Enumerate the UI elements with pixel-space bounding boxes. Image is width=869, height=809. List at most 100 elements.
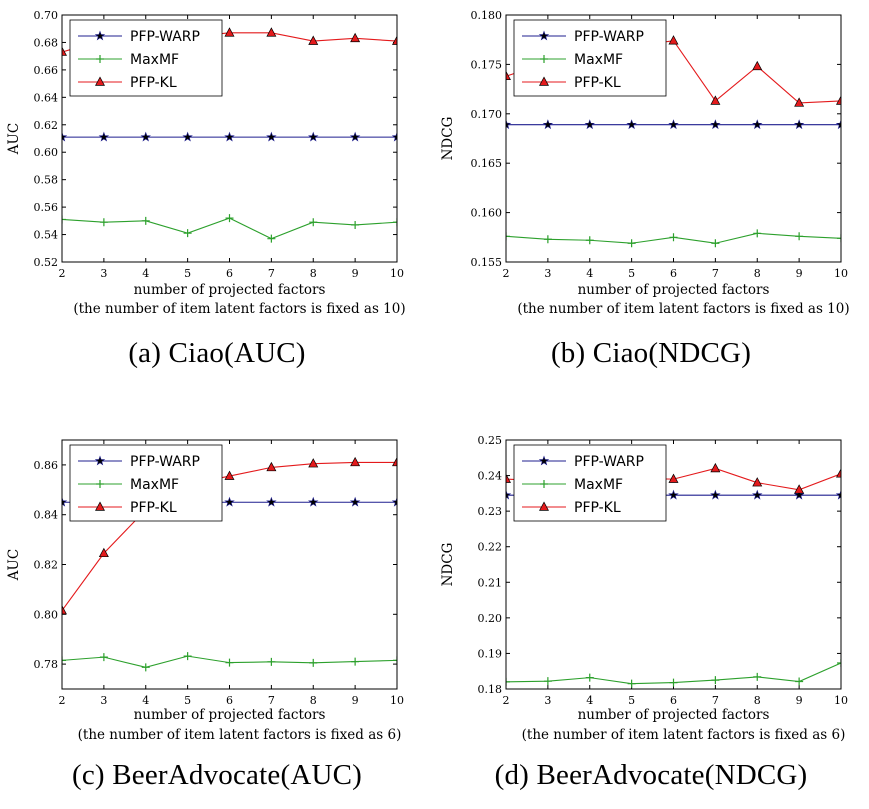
legend-marker bbox=[538, 455, 550, 466]
x-tick-label: 4 bbox=[142, 694, 149, 707]
chart-c-caption: (c) BeerAdvocate(AUC) bbox=[71, 759, 363, 791]
legend-label: PFP-WARP bbox=[130, 454, 200, 470]
data-point-pfp-warp bbox=[349, 496, 361, 507]
data-point-pfp-kl bbox=[224, 27, 235, 37]
x-tick-label: 6 bbox=[226, 267, 233, 280]
data-point-pfp-warp bbox=[266, 496, 277, 507]
y-tick-label: 0.18 bbox=[478, 683, 503, 696]
legend-label: PFP-KL bbox=[130, 75, 177, 91]
data-point-maxmf bbox=[267, 234, 276, 243]
y-tick-label: 0.23 bbox=[478, 505, 503, 518]
legend-marker bbox=[539, 76, 549, 86]
chart-b-frame bbox=[505, 14, 842, 263]
data-point-pfp-warp bbox=[668, 119, 679, 130]
data-point-pfp-warp bbox=[668, 489, 679, 500]
data-point-maxmf bbox=[669, 678, 678, 687]
data-point-pfp-kl bbox=[308, 35, 319, 45]
y-tick-label: 0.180 bbox=[471, 9, 503, 22]
y-tick-label: 0.175 bbox=[471, 58, 503, 71]
data-point-pfp-kl bbox=[506, 473, 511, 483]
y-tick-label: 0.21 bbox=[478, 576, 503, 589]
data-point-pfp-kl bbox=[266, 461, 277, 472]
data-point-maxmf bbox=[795, 232, 804, 241]
chart-a-svg: 0.52 0.54 0.56 0.58 0.60 0.62 0.64 0.66 0.68 0.70… bbox=[6, 9, 406, 317]
data-point-maxmf bbox=[753, 229, 762, 238]
data-point-pfp-kl bbox=[62, 46, 67, 56]
y-tick-label: 0.82 bbox=[34, 559, 59, 572]
x-tick-label: 9 bbox=[352, 694, 359, 707]
data-point-maxmf bbox=[99, 218, 108, 227]
data-point-maxmf bbox=[225, 658, 234, 667]
data-point-pfp-kl bbox=[710, 95, 721, 105]
data-point-pfp-warp bbox=[266, 131, 277, 142]
x-tick-label: 8 bbox=[310, 694, 317, 707]
data-point-pfp-warp bbox=[224, 131, 235, 142]
y-tick-label: 0.19 bbox=[478, 647, 503, 660]
legend-label: MaxMF bbox=[130, 52, 179, 68]
x-axis-note: (the number of item latent factors is fi… bbox=[522, 727, 846, 743]
x-tick-label: 2 bbox=[59, 267, 66, 280]
data-point-pfp-kl bbox=[350, 456, 361, 467]
chart-c-ticks: 0.78 0.80 0.82 0.84 0.86 2 3 4 5 6 7 8 9 10 bbox=[34, 440, 404, 707]
legend-box bbox=[513, 19, 667, 97]
x-tick-label: 6 bbox=[226, 694, 233, 707]
x-tick-label: 2 bbox=[503, 694, 510, 707]
y-tick-label: 0.78 bbox=[34, 658, 59, 671]
legend-label: MaxMF bbox=[574, 477, 623, 493]
legend-marker bbox=[95, 501, 105, 511]
data-point-maxmf bbox=[141, 663, 150, 672]
data-point-maxmf bbox=[506, 232, 510, 241]
legend-marker bbox=[540, 55, 548, 63]
data-point-maxmf bbox=[837, 659, 841, 668]
x-tick-label: 7 bbox=[268, 694, 275, 707]
data-point-pfp-warp bbox=[793, 119, 805, 130]
data-point-maxmf bbox=[711, 676, 720, 685]
y-tick-label: 0.25 bbox=[478, 434, 503, 447]
x-axis-label: number of projected factors bbox=[134, 282, 326, 298]
data-point-pfp-kl bbox=[794, 97, 805, 107]
legend-marker bbox=[96, 55, 104, 63]
data-point-maxmf bbox=[62, 215, 66, 224]
y-tick-label: 0.58 bbox=[34, 174, 59, 187]
x-tick-label: 7 bbox=[712, 694, 719, 707]
x-tick-label: 5 bbox=[628, 694, 635, 707]
data-point-pfp-warp bbox=[835, 489, 841, 500]
y-tick-label: 0.86 bbox=[34, 459, 59, 472]
data-point-pfp-kl bbox=[836, 95, 841, 105]
legend-marker bbox=[94, 30, 106, 41]
x-tick-label: 4 bbox=[586, 267, 593, 280]
chart-d-svg: 0.18 0.19 0.20 0.21 0.22 0.23 0.24 0.25 2 3 4 5 6 7 8 9… bbox=[440, 434, 848, 743]
x-tick-label: 8 bbox=[310, 267, 317, 280]
data-point-pfp-warp bbox=[62, 131, 68, 142]
legend-label: PFP-WARP bbox=[574, 454, 644, 470]
data-point-pfp-warp bbox=[752, 489, 763, 500]
data-point-pfp-warp bbox=[391, 496, 397, 507]
chart-b-legend: PFP-WARP MaxMF PFP-KL bbox=[513, 19, 667, 97]
data-point-pfp-kl bbox=[392, 35, 397, 45]
chart-panel-a: 0.52 0.54 0.56 0.58 0.60 0.62 0.64 0.66 0.68 0.70… bbox=[0, 0, 434, 404]
data-point-maxmf bbox=[506, 677, 510, 686]
x-tick-label: 2 bbox=[503, 267, 510, 280]
x-tick-label: 7 bbox=[712, 267, 719, 280]
chart-b-svg: 0.155 0.160 0.165 0.170 0.175 0.180 2 3 4 5 6 7 8 9 10… bbox=[440, 9, 850, 317]
data-point-maxmf bbox=[753, 672, 762, 681]
data-point-maxmf bbox=[585, 673, 594, 682]
y-tick-label: 0.66 bbox=[34, 64, 59, 77]
x-tick-label: 9 bbox=[796, 694, 803, 707]
x-tick-label: 7 bbox=[268, 267, 275, 280]
x-tick-label: 10 bbox=[834, 694, 848, 707]
data-point-maxmf bbox=[837, 234, 841, 243]
legend-label: PFP-KL bbox=[574, 75, 621, 91]
x-tick-label: 6 bbox=[670, 694, 677, 707]
data-point-maxmf bbox=[99, 653, 108, 662]
data-point-maxmf bbox=[393, 656, 397, 665]
y-tick-label: 0.170 bbox=[471, 108, 503, 121]
data-point-pfp-kl bbox=[668, 473, 679, 483]
data-point-pfp-warp bbox=[98, 131, 110, 142]
data-point-maxmf bbox=[627, 679, 636, 688]
data-point-pfp-kl bbox=[224, 470, 235, 480]
chart-panel-d: 0.18 0.19 0.20 0.21 0.22 0.23 0.24 0.25 2 3 4 5 6 7 8 9… bbox=[434, 405, 868, 809]
data-point-pfp-warp bbox=[224, 496, 235, 507]
chart-a-ticks: 0.52 0.54 0.56 0.58 0.60 0.62 0.64 0.66 0.68 0.70… bbox=[34, 9, 405, 280]
data-point-maxmf bbox=[669, 233, 678, 242]
